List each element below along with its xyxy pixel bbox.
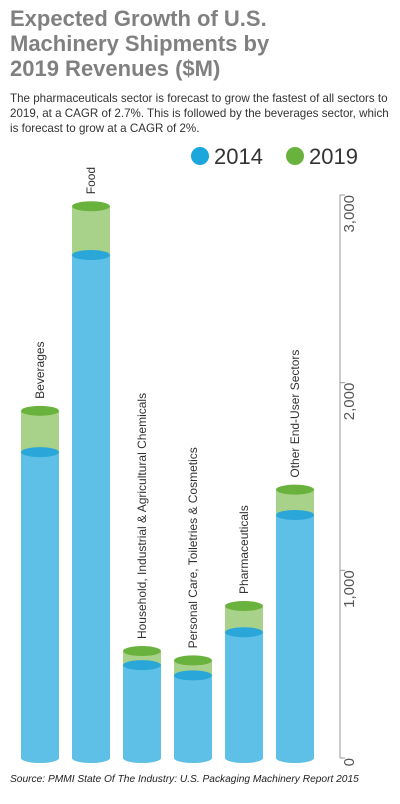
bar (174, 675, 212, 758)
legend-label: 2014 (214, 144, 263, 169)
bar (21, 452, 59, 758)
bar-top (72, 250, 110, 261)
bar-top (72, 201, 110, 212)
category-label: Pharmaceuticals (237, 505, 251, 594)
category-label: Household, Industrial & Agricultural Che… (135, 393, 149, 639)
y-tick-label: 0 (341, 758, 358, 766)
bar (225, 632, 263, 758)
bar-top (123, 660, 161, 671)
bar-top (276, 509, 314, 520)
legend-swatch (191, 147, 209, 165)
y-tick-label: 2,000 (341, 383, 358, 421)
bar-top (123, 646, 161, 657)
chart-subtitle: The pharmaceuticals sector is forecast t… (10, 92, 389, 135)
bar-top (225, 600, 263, 611)
bar (276, 514, 314, 758)
bar-top (174, 670, 212, 681)
bar-top (21, 447, 59, 458)
chart-title: Expected Growth of U.S. Machinery Shipmen… (10, 6, 270, 81)
category-label: Personal Care, Toiletries & Cosmetics (186, 447, 200, 648)
legend-swatch (286, 147, 304, 165)
category-label: Other End-User Sectors (288, 350, 302, 478)
bar-top (21, 405, 59, 416)
bar (123, 665, 161, 758)
y-tick-label: 3,000 (341, 195, 358, 233)
category-label: Beverages (33, 341, 47, 398)
source-note: Source: PMMI State Of The Industry: U.S.… (10, 774, 359, 785)
legend-label: 2019 (309, 144, 358, 169)
bar-top (174, 655, 212, 666)
bar-top (276, 484, 314, 495)
bar-top (225, 627, 263, 638)
bar (72, 255, 110, 758)
y-tick-label: 1,000 (341, 570, 358, 608)
category-label: Food (84, 167, 98, 194)
